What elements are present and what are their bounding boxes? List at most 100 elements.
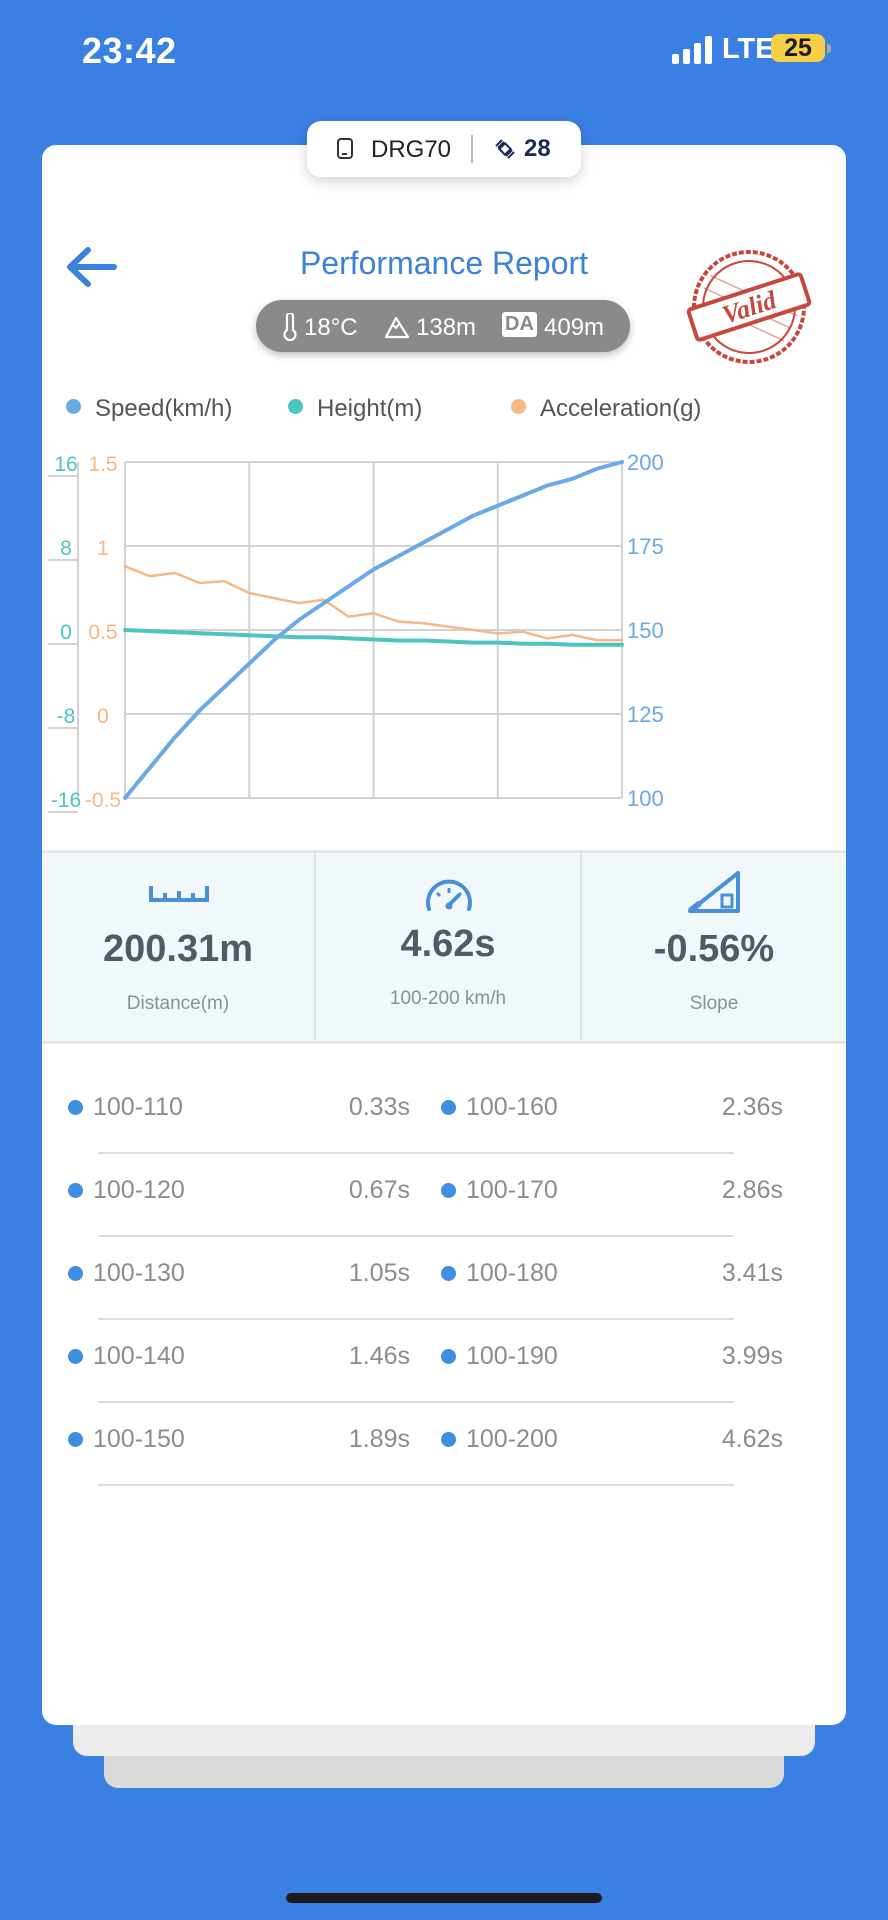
page-title: Performance Report — [299, 245, 589, 281]
row-divider — [98, 1484, 734, 1486]
split-dot — [68, 1100, 83, 1115]
stat-distance-value: 200.31m — [102, 928, 253, 970]
legend-speed: Speed(km/h) — [66, 395, 232, 423]
stats-panel: 200.31m Distance(m) 4.62s 100-200 km/h -… — [42, 850, 846, 1044]
performance-chart: 16 8 0 -8 -16 1.5 1 0.5 0 -0.5 200 175 150 125 100 — [48, 450, 664, 813]
environment-pill: 18°C 138m DA 409m — [256, 300, 630, 352]
chart-legend: Speed(km/h) Height(m) Acceleration(g) — [42, 395, 846, 425]
split-dot — [441, 1432, 456, 1447]
satellite-count: 28 — [524, 135, 551, 162]
split-label: 100-180 — [466, 1259, 558, 1287]
split-value: 1.05s — [348, 1259, 410, 1287]
split-dot — [441, 1100, 456, 1115]
legend-acceleration: Acceleration(g) — [511, 395, 701, 423]
battery-tip — [827, 44, 831, 53]
stat-slope: -0.56% Slope — [582, 853, 846, 1041]
network-type: LTE — [722, 33, 775, 65]
split-dot — [441, 1349, 456, 1364]
series-line-height — [123, 628, 624, 647]
split-label: 100-170 — [466, 1176, 558, 1204]
list-item: 100-110 0.33s 100-160 2.36s — [42, 1075, 846, 1158]
tick-label-acceleration: 1 — [97, 537, 109, 560]
split-label: 100-160 — [466, 1093, 558, 1121]
split-dot — [68, 1349, 83, 1364]
tick-label-speed: 100 — [627, 786, 664, 811]
row-divider — [98, 1152, 734, 1154]
list-item: 100-130 1.05s 100-180 3.41s — [42, 1241, 846, 1324]
split-value: 3.41s — [721, 1259, 783, 1287]
stat-time-value: 4.62s — [400, 923, 496, 965]
tick-label-acceleration: 1.5 — [88, 453, 117, 476]
legend-dot-speed — [66, 399, 81, 414]
mountain-icon — [384, 316, 410, 339]
split-dot — [441, 1266, 456, 1281]
split-dot — [68, 1432, 83, 1447]
row-divider — [98, 1401, 734, 1403]
tick-label-acceleration: 0.5 — [88, 621, 117, 644]
list-item: 100-120 0.67s 100-170 2.86s — [42, 1158, 846, 1241]
split-value: 0.33s — [348, 1093, 410, 1121]
divider — [471, 135, 473, 163]
split-value: 2.86s — [721, 1176, 783, 1204]
cellular-signal-icon — [672, 36, 712, 64]
tick-label-acceleration: -0.5 — [85, 789, 121, 812]
legend-acceleration-label: Acceleration(g) — [540, 395, 702, 422]
tick-label-speed: 150 — [627, 618, 664, 643]
device-pill[interactable]: DRG70 28 — [307, 121, 581, 177]
split-value: 3.99s — [721, 1342, 783, 1370]
tick-label-height: 8 — [60, 537, 72, 560]
da-badge-icon: DA — [502, 312, 537, 337]
split-label: 100-130 — [93, 1259, 185, 1287]
split-value: 0.67s — [348, 1176, 410, 1204]
tick-label-height: 0 — [60, 621, 72, 644]
thermometer-icon — [283, 313, 297, 341]
split-value: 1.89s — [348, 1425, 410, 1453]
legend-speed-label: Speed(km/h) — [95, 395, 233, 422]
series-line-acceleration — [123, 564, 624, 642]
device-icon — [337, 138, 353, 159]
split-label: 100-120 — [93, 1176, 185, 1204]
density-altitude: 409m — [544, 314, 605, 341]
split-dot — [441, 1183, 456, 1198]
stat-distance: 200.31m Distance(m) — [42, 853, 314, 1041]
battery-icon: 25 — [771, 34, 825, 62]
stat-slope-value: -0.56% — [653, 928, 775, 970]
tick-label-height: 16 — [54, 453, 77, 476]
altitude: 138m — [416, 314, 477, 341]
slope-icon — [688, 871, 740, 914]
series-line-speed — [123, 460, 624, 800]
legend-height-label: Height(m) — [317, 395, 423, 422]
temperature: 18°C — [304, 314, 358, 341]
split-label: 100-150 — [93, 1425, 185, 1453]
report-card: Performance Report 18°C 138m DA 409m Val… — [42, 145, 846, 1725]
stat-divider — [314, 853, 316, 1041]
tick-label-height: -8 — [57, 705, 76, 728]
split-value: 2.36s — [721, 1093, 783, 1121]
legend-dot-acceleration — [511, 399, 526, 414]
split-value: 4.62s — [721, 1425, 783, 1453]
ruler-icon — [149, 886, 209, 902]
stat-time-label: 100-200 km/h — [389, 988, 507, 1009]
list-item: 100-140 1.46s 100-190 3.99s — [42, 1324, 846, 1407]
satellite-icon — [495, 139, 515, 159]
tick-label-speed: 175 — [627, 534, 664, 559]
home-indicator[interactable] — [286, 1893, 602, 1903]
split-label: 100-190 — [466, 1342, 558, 1370]
stat-distance-label: Distance(m) — [126, 993, 230, 1014]
row-divider — [98, 1318, 734, 1320]
split-dot — [68, 1183, 83, 1198]
row-divider — [98, 1235, 734, 1237]
status-time: 23:42 — [82, 30, 177, 71]
status-bar: 23:42 LTE 25 — [0, 0, 888, 100]
legend-height: Height(m) — [288, 395, 422, 423]
back-arrow-icon[interactable] — [64, 245, 118, 289]
split-label: 100-110 — [93, 1093, 183, 1121]
split-dot — [68, 1266, 83, 1281]
list-item: 100-150 1.89s 100-200 4.62s — [42, 1407, 846, 1490]
speedometer-icon — [426, 879, 472, 911]
split-label: 100-140 — [93, 1342, 185, 1370]
valid-stamp-icon: Valid — [686, 250, 812, 364]
tick-label-acceleration: 0 — [97, 705, 109, 728]
tick-label-height: -16 — [51, 789, 81, 812]
tick-label-speed: 200 — [627, 450, 664, 475]
